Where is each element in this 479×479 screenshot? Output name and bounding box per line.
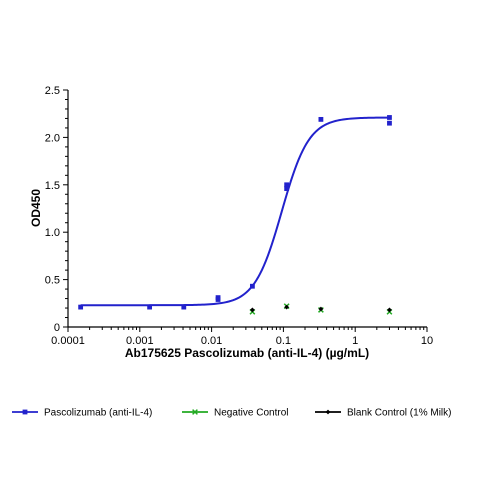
data-point-series-1	[215, 295, 221, 301]
y-tick-label: 0.5	[45, 275, 60, 287]
x-tick-label: 0.001	[126, 335, 154, 347]
x-tick-label: 0.01	[201, 335, 222, 347]
data-point-series-1	[249, 283, 255, 289]
y-tick-label: 2.5	[45, 85, 60, 97]
axes	[67, 90, 427, 328]
legend-label: Negative Control	[214, 408, 288, 419]
data-point-series-3	[387, 307, 392, 313]
data-point-series-1	[181, 304, 187, 310]
data-point-series-1	[284, 182, 290, 188]
data-point-series-1	[78, 304, 84, 310]
x-tick-label: 10	[421, 335, 433, 347]
x-axis-title: Ab175625 Pascolizumab (anti-IL-4) (µg/mL…	[125, 346, 369, 360]
y-tick-label: 1.0	[45, 227, 60, 239]
legend-marker	[192, 409, 198, 415]
legend: Pascolizumab (anti-IL-4) Negative Control…	[12, 408, 451, 419]
data-point-series-3	[318, 306, 324, 312]
legend-label: Pascolizumab (anti-IL-4)	[44, 408, 152, 419]
legend-marker	[22, 409, 28, 415]
data-points	[78, 115, 393, 315]
y-tick-label: 0	[54, 322, 60, 334]
data-point-series-1	[387, 120, 392, 126]
data-point-series-1	[284, 186, 290, 191]
x-tick-label: 0.0001	[51, 335, 85, 347]
legend-label: Blank Control (1% Milk)	[347, 408, 451, 419]
x-tick-label: 0.1	[276, 335, 291, 347]
data-point-series-1	[387, 115, 392, 120]
legend-entry: Negative Control	[182, 408, 288, 419]
y-ticks: 0 0.5 1.0 1.5 2.0 2.5	[45, 85, 68, 334]
x-tick-label: 1	[352, 335, 358, 347]
marker-stroke	[192, 409, 198, 415]
y-tick-label: 2.0	[45, 132, 60, 144]
y-axis-title: OD450	[29, 189, 43, 227]
legend-marker	[325, 409, 331, 415]
x-ticks: 0.0001 0.001 0.01 0.1 1 10	[51, 327, 433, 347]
fit-curve-line	[80, 116, 390, 307]
y-tick-label: 1.5	[45, 180, 60, 192]
data-point-series-3	[249, 307, 255, 313]
legend-entry: Pascolizumab (anti-IL-4)	[12, 408, 152, 419]
legend-entry: Blank Control (1% Milk)	[315, 408, 451, 419]
data-point-series-3	[284, 304, 290, 310]
data-point-series-1	[318, 116, 324, 122]
fit-curves	[80, 116, 390, 307]
data-point-series-1	[147, 304, 153, 310]
